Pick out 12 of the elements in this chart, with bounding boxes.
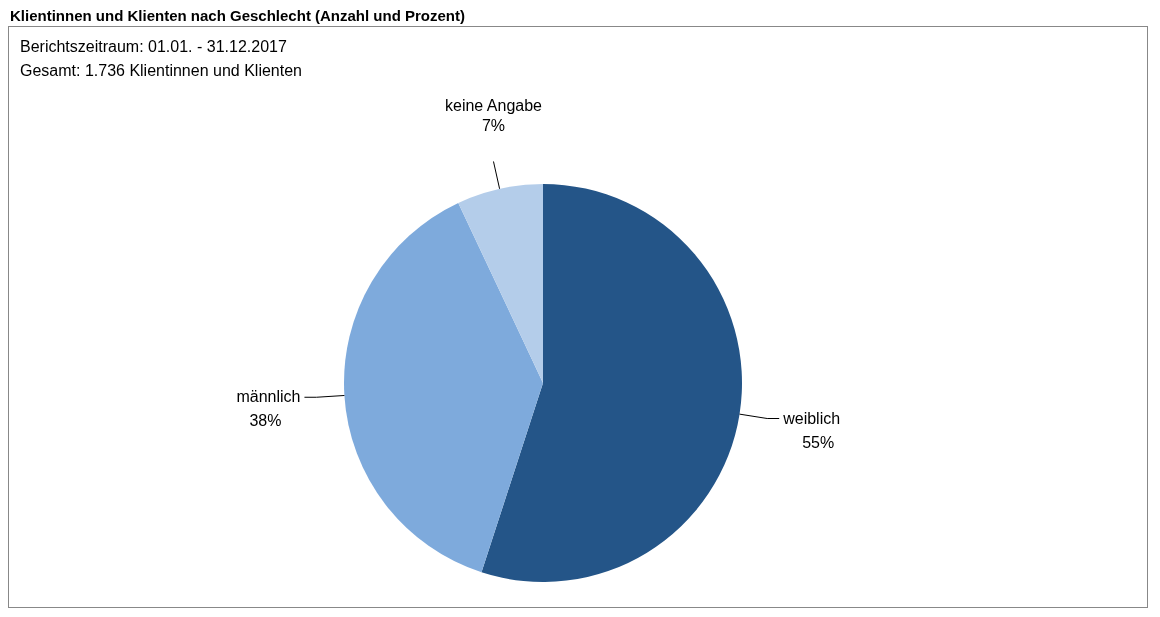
pie-slice [344, 202, 543, 573]
data-label: 38% [249, 412, 282, 430]
slice-label: männlich [236, 388, 301, 406]
chart-subtitle: Berichtszeitraum: 01.01. - 31.12.2017 [20, 38, 287, 55]
chart-title: Klientinnen und Klienten nach Geschlecht (Anzahl und Prozent) [10, 7, 466, 24]
data-label: 7% [481, 117, 506, 135]
slice-label: weiblich [782, 409, 841, 427]
pie-slice [458, 184, 543, 383]
pie-slice [481, 184, 742, 582]
data-label: 55% [802, 433, 835, 451]
text: Gesamt: 1.736 Klientinnen und Klienten [20, 62, 302, 79]
slice-label: keine Angabe [444, 97, 543, 115]
